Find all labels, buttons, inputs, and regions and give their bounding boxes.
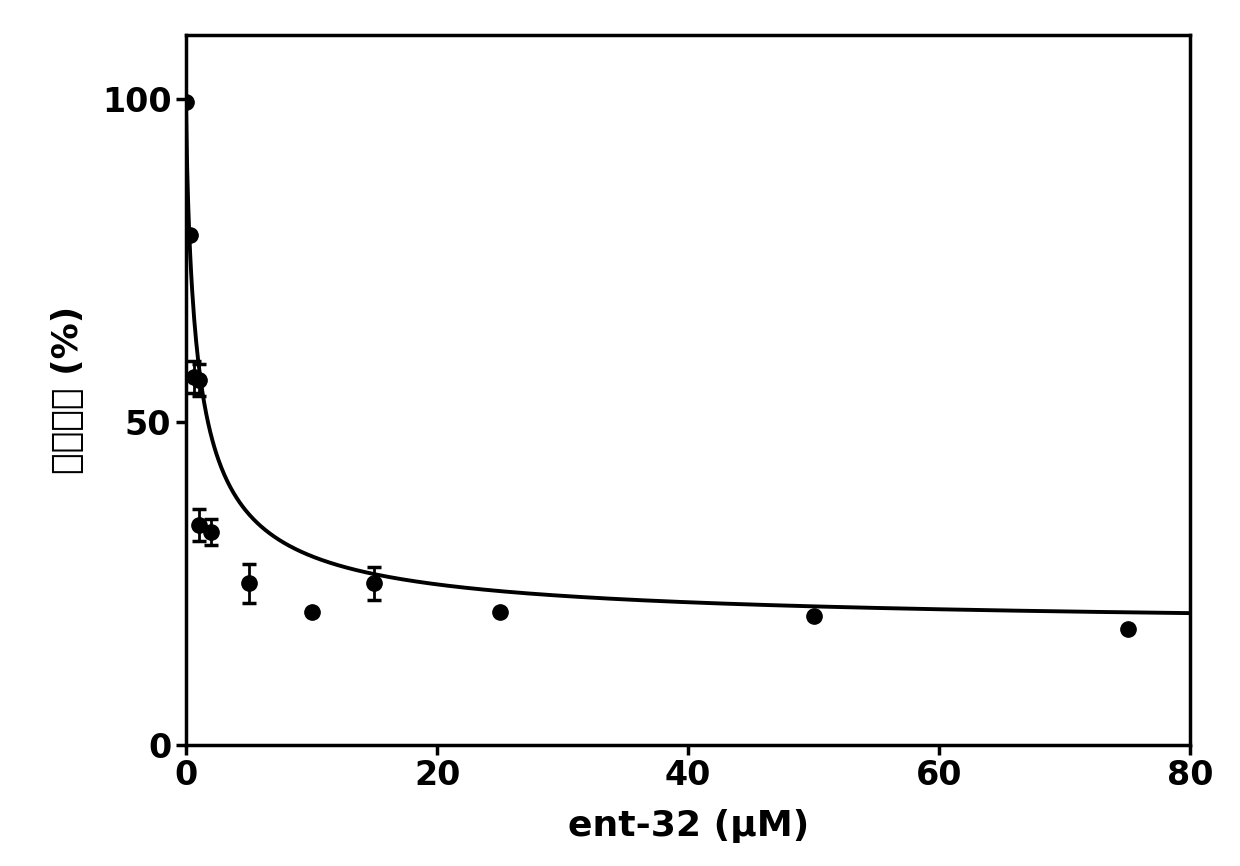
X-axis label: ent-32 (μM): ent-32 (μM) [568,809,808,843]
Y-axis label: 残余活性 (%): 残余活性 (%) [51,306,86,474]
